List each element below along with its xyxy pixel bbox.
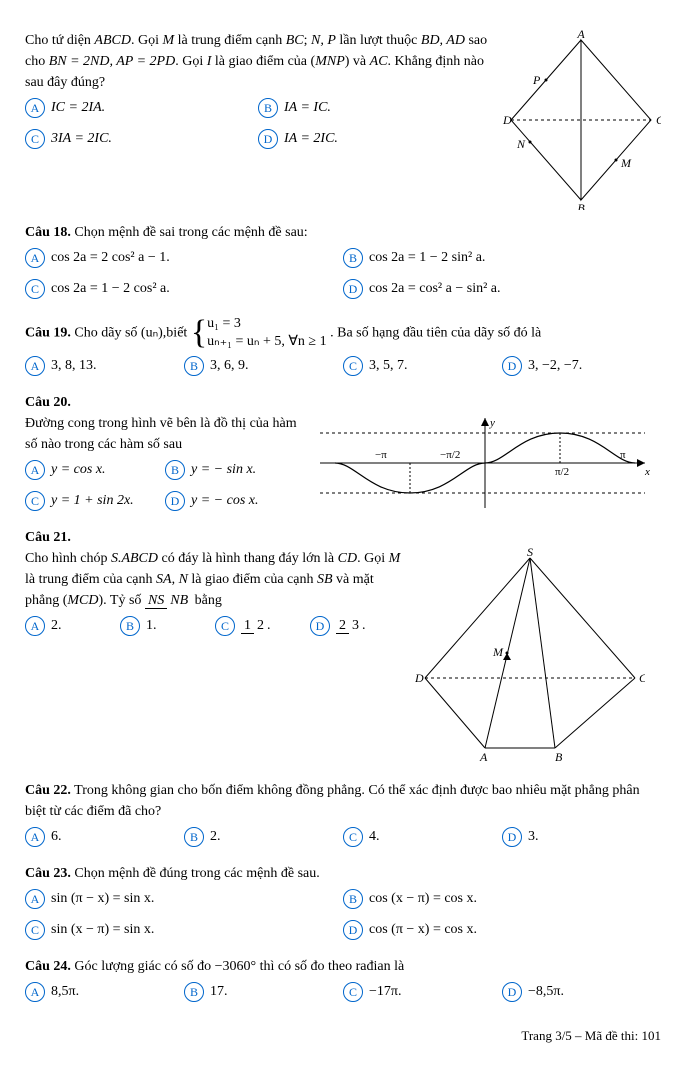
q20-choice-a: Ay = cos x. bbox=[25, 459, 137, 480]
svg-text:C: C bbox=[656, 113, 661, 127]
choice-letter: C bbox=[25, 129, 45, 149]
q23-title: Câu 23. bbox=[25, 866, 71, 881]
question-18: Câu 18. Chọn mệnh đề sai trong các mệnh … bbox=[25, 222, 661, 303]
svg-text:−π/2: −π/2 bbox=[440, 449, 460, 461]
page-footer: Trang 3/5 – Mã đề thi: 101 bbox=[25, 1026, 661, 1046]
q21-figure: S D C A B M bbox=[415, 548, 645, 768]
q23-choice-b: Bcos (x − π) = cos x. bbox=[343, 888, 633, 909]
q23-choice-d: Dcos (π − x) = cos x. bbox=[343, 919, 633, 940]
q18-choice-a: Acos 2a = 2 cos² a − 1. bbox=[25, 247, 315, 268]
q24-choice-b: B17. bbox=[184, 981, 315, 1002]
q18-choice-d: Dcos 2a = cos² a − sin² a. bbox=[343, 278, 633, 299]
q20-choice-c: Cy = 1 + sin 2x. bbox=[25, 490, 137, 511]
choice-letter: B bbox=[258, 98, 278, 118]
q19-choice-d: D3, −2, −7. bbox=[502, 355, 633, 376]
q22-choice-c: C4. bbox=[343, 826, 474, 847]
brace-icon: { bbox=[191, 323, 207, 343]
choice-letter: A bbox=[25, 98, 45, 118]
svg-text:A: A bbox=[576, 30, 585, 41]
q18-choice-c: Ccos 2a = 1 − 2 cos² a. bbox=[25, 278, 315, 299]
choice-letter: D bbox=[258, 129, 278, 149]
svg-text:−π: −π bbox=[375, 449, 387, 461]
q17-choice-a: AIC = 2IA. bbox=[25, 97, 230, 118]
svg-text:π/2: π/2 bbox=[555, 466, 569, 478]
q21-choice-d: D23. bbox=[310, 615, 377, 636]
q17-figure: A C B D P N M bbox=[501, 30, 661, 210]
svg-text:N: N bbox=[516, 137, 526, 151]
q21-title: Câu 21. bbox=[25, 530, 71, 545]
q18-title: Câu 18. bbox=[25, 225, 71, 240]
q21-choice-b: B1. bbox=[120, 615, 187, 636]
svg-text:M: M bbox=[620, 156, 632, 170]
question-20: Câu 20. Đường cong trong hình vẽ bên là … bbox=[25, 392, 661, 515]
q24-choice-c: C−17π. bbox=[343, 981, 474, 1002]
svg-text:C: C bbox=[639, 671, 645, 685]
q17-choice-b: BIA = IC. bbox=[258, 97, 463, 118]
q17-text: Cho tứ diện ABCD. Gọi M là trung điểm cạ… bbox=[25, 30, 491, 153]
svg-text:π: π bbox=[620, 449, 626, 461]
svg-text:P: P bbox=[532, 73, 541, 87]
q24-title: Câu 24. bbox=[25, 959, 71, 974]
svg-text:D: D bbox=[502, 113, 512, 127]
q18-choice-b: Bcos 2a = 1 − 2 sin² a. bbox=[343, 247, 633, 268]
q17-choice-c: C3IA = 2IC. bbox=[25, 128, 230, 149]
q17-choice-d: DIA = 2IC. bbox=[258, 128, 463, 149]
q19-choice-a: A3, 8, 13. bbox=[25, 355, 156, 376]
q24-choice-d: D−8,5π. bbox=[502, 981, 633, 1002]
svg-text:D: D bbox=[415, 671, 424, 685]
svg-text:x: x bbox=[644, 466, 650, 478]
q20-choice-d: Dy = − cos x. bbox=[165, 490, 277, 511]
svg-text:B: B bbox=[555, 750, 563, 764]
q22-choice-d: D3. bbox=[502, 826, 633, 847]
question-23: Câu 23. Chọn mệnh đề đúng trong các mệnh… bbox=[25, 863, 661, 944]
question-21: Câu 21. Cho hình chóp S.ABCD có đáy là h… bbox=[25, 527, 661, 768]
q20-choice-b: By = − sin x. bbox=[165, 459, 277, 480]
question-22: Câu 22. Trong không gian cho bốn điểm kh… bbox=[25, 780, 661, 851]
q20-title: Câu 20. bbox=[25, 395, 71, 410]
q24-choice-a: A8,5π. bbox=[25, 981, 156, 1002]
q19-choice-b: B3, 6, 9. bbox=[184, 355, 315, 376]
svg-text:B: B bbox=[577, 201, 585, 210]
q21-choice-a: A2. bbox=[25, 615, 92, 636]
q21-choice-c: C12. bbox=[215, 615, 282, 636]
svg-text:y: y bbox=[489, 417, 495, 429]
svg-text:S: S bbox=[527, 548, 533, 559]
q22-choice-a: A6. bbox=[25, 826, 156, 847]
question-24: Câu 24. Góc lượng giác có số đo −3060° t… bbox=[25, 956, 661, 1006]
q19-title: Câu 19. bbox=[25, 325, 71, 340]
svg-text:A: A bbox=[479, 750, 488, 764]
question-17: Cho tứ diện ABCD. Gọi M là trung điểm cạ… bbox=[25, 30, 661, 210]
q23-choice-c: Csin (x − π) = sin x. bbox=[25, 919, 315, 940]
q23-choice-a: Asin (π − x) = sin x. bbox=[25, 888, 315, 909]
q19-choice-c: C3, 5, 7. bbox=[343, 355, 474, 376]
q22-choice-b: B2. bbox=[184, 826, 315, 847]
question-19: Câu 19. Cho dãy số (uₙ),biết { u₁ = 3 uₙ… bbox=[25, 315, 661, 380]
svg-text:M: M bbox=[492, 645, 504, 659]
q22-title: Câu 22. bbox=[25, 783, 71, 798]
q20-figure: −π −π/2 π/2 π y x bbox=[315, 413, 655, 513]
